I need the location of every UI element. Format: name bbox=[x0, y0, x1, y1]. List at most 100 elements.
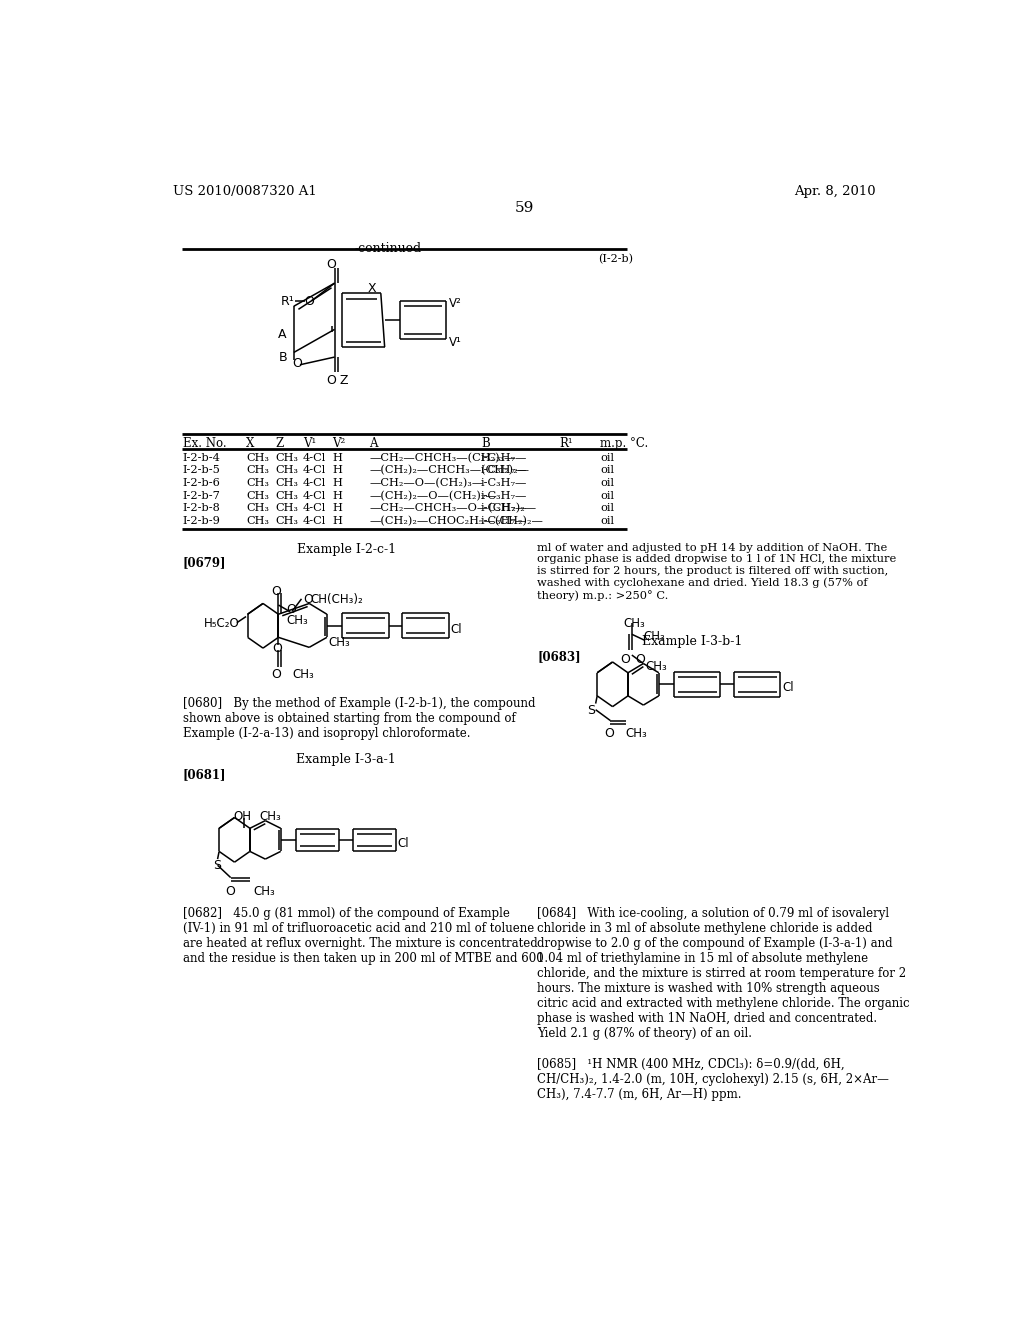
Text: i-C₃H₇—: i-C₃H₇— bbox=[481, 453, 527, 462]
Text: CH₃: CH₃ bbox=[246, 453, 269, 462]
Text: CH₃: CH₃ bbox=[246, 516, 269, 527]
Text: Cl: Cl bbox=[397, 837, 410, 850]
Text: H: H bbox=[333, 516, 342, 527]
Text: CH₃: CH₃ bbox=[275, 491, 298, 500]
Text: I-2-b-5: I-2-b-5 bbox=[183, 465, 221, 475]
Text: CH₃: CH₃ bbox=[246, 465, 269, 475]
Text: B: B bbox=[279, 351, 287, 364]
Text: A: A bbox=[370, 437, 378, 450]
Text: 4-Cl: 4-Cl bbox=[303, 465, 327, 475]
Text: V²: V² bbox=[449, 297, 462, 310]
Text: oil: oil bbox=[600, 491, 614, 500]
Text: 4-Cl: 4-Cl bbox=[303, 503, 327, 513]
Text: i-C₃H₇—: i-C₃H₇— bbox=[481, 516, 527, 527]
Text: oil: oil bbox=[600, 478, 614, 488]
Text: ml of water and adjusted to pH 14 by addition of NaOH. The
organic phase is adde: ml of water and adjusted to pH 14 by add… bbox=[538, 543, 896, 601]
Text: O: O bbox=[272, 642, 283, 655]
Text: S: S bbox=[213, 859, 221, 873]
Text: CH₃: CH₃ bbox=[246, 491, 269, 500]
Text: i-C₃H₇—: i-C₃H₇— bbox=[481, 465, 527, 475]
Text: 4-Cl: 4-Cl bbox=[303, 453, 327, 462]
Text: [0683]: [0683] bbox=[538, 651, 581, 664]
Text: I-2-b-8: I-2-b-8 bbox=[183, 503, 221, 513]
Text: CH₃: CH₃ bbox=[246, 503, 269, 513]
Text: B: B bbox=[481, 437, 489, 450]
Text: O: O bbox=[304, 296, 314, 309]
Text: H: H bbox=[333, 503, 342, 513]
Text: CH₃: CH₃ bbox=[275, 503, 298, 513]
Text: -continued: -continued bbox=[355, 242, 422, 255]
Text: [0685]   ¹H NMR (400 MHz, CDCl₃): δ=0.9/(dd, 6H,
CH/CH₃)₂, 1.4-2.0 (m, 10H, cycl: [0685] ¹H NMR (400 MHz, CDCl₃): δ=0.9/(d… bbox=[538, 1057, 889, 1101]
Text: CH₃: CH₃ bbox=[624, 616, 645, 630]
Text: —(CH₂)₂—CHCH₃—(CH₂)₂—: —(CH₂)₂—CHCH₃—(CH₂)₂— bbox=[370, 465, 529, 475]
Text: CH₃: CH₃ bbox=[643, 630, 666, 643]
Text: Cl: Cl bbox=[451, 623, 462, 636]
Text: O: O bbox=[225, 886, 236, 899]
Text: CH₃: CH₃ bbox=[626, 726, 647, 739]
Text: Example I-3-b-1: Example I-3-b-1 bbox=[642, 635, 742, 648]
Text: CH₃: CH₃ bbox=[259, 810, 281, 822]
Text: 59: 59 bbox=[515, 201, 535, 215]
Text: O: O bbox=[326, 259, 336, 272]
Text: Z: Z bbox=[340, 374, 348, 387]
Text: V¹: V¹ bbox=[449, 335, 462, 348]
Text: Ex. No.: Ex. No. bbox=[183, 437, 226, 450]
Text: O: O bbox=[271, 585, 281, 598]
Text: [0680]   By the method of Example (I-2-b-1), the compound
shown above is obtaine: [0680] By the method of Example (I-2-b-1… bbox=[183, 697, 536, 741]
Text: H: H bbox=[333, 453, 342, 462]
Text: O: O bbox=[326, 374, 336, 387]
Text: 4-Cl: 4-Cl bbox=[303, 478, 327, 488]
Text: CH₃: CH₃ bbox=[275, 453, 298, 462]
Text: S: S bbox=[587, 704, 595, 717]
Text: oil: oil bbox=[600, 465, 614, 475]
Text: I-2-b-9: I-2-b-9 bbox=[183, 516, 221, 527]
Text: i-C₃H₇—: i-C₃H₇— bbox=[481, 478, 527, 488]
Text: [0681]: [0681] bbox=[183, 768, 226, 781]
Text: CH₃: CH₃ bbox=[275, 516, 298, 527]
Text: Cl: Cl bbox=[782, 681, 794, 694]
Text: I-2-b-6: I-2-b-6 bbox=[183, 478, 221, 488]
Text: CH₃: CH₃ bbox=[329, 636, 350, 649]
Text: X: X bbox=[368, 281, 377, 294]
Text: O: O bbox=[286, 603, 296, 616]
Text: i-C₃H₇—: i-C₃H₇— bbox=[481, 503, 527, 513]
Text: CH₃: CH₃ bbox=[254, 886, 275, 899]
Text: (I-2-b): (I-2-b) bbox=[598, 253, 633, 264]
Text: O: O bbox=[621, 653, 630, 665]
Text: oil: oil bbox=[600, 503, 614, 513]
Text: CH₃: CH₃ bbox=[275, 465, 298, 475]
Text: CH₃: CH₃ bbox=[645, 660, 667, 673]
Text: [0684]   With ice-cooling, a solution of 0.79 ml of isovaleryl
chloride in 3 ml : [0684] With ice-cooling, a solution of 0… bbox=[538, 907, 909, 1040]
Text: X: X bbox=[246, 437, 254, 450]
Text: —CH₂—CHCH₃—(CH₂)₃—: —CH₂—CHCH₃—(CH₂)₃— bbox=[370, 453, 516, 463]
Text: I-2-b-4: I-2-b-4 bbox=[183, 453, 221, 462]
Text: Example I-3-a-1: Example I-3-a-1 bbox=[296, 752, 396, 766]
Text: 4-Cl: 4-Cl bbox=[303, 491, 327, 500]
Text: —(CH₂)₂—CHOC₂H₅—(CH₂)₂—: —(CH₂)₂—CHOC₂H₅—(CH₂)₂— bbox=[370, 516, 543, 527]
Text: i-C₃H₇—: i-C₃H₇— bbox=[481, 491, 527, 500]
Text: O: O bbox=[604, 726, 613, 739]
Text: O: O bbox=[292, 358, 302, 370]
Text: Z: Z bbox=[275, 437, 284, 450]
Text: —CH₂—O—(CH₂)₃—: —CH₂—O—(CH₂)₃— bbox=[370, 478, 483, 488]
Text: O: O bbox=[271, 668, 281, 681]
Text: O: O bbox=[303, 593, 313, 606]
Text: I-2-b-7: I-2-b-7 bbox=[183, 491, 221, 500]
Text: CH₃: CH₃ bbox=[292, 668, 314, 681]
Text: CH₃: CH₃ bbox=[286, 614, 308, 627]
Text: [0682]   45.0 g (81 mmol) of the compound of Example
(IV-1) in 91 ml of trifluor: [0682] 45.0 g (81 mmol) of the compound … bbox=[183, 907, 544, 965]
Text: CH₃: CH₃ bbox=[246, 478, 269, 488]
Text: —(CH₂)₂—O—(CH₂)₂—: —(CH₂)₂—O—(CH₂)₂— bbox=[370, 491, 497, 502]
Text: Apr. 8, 2010: Apr. 8, 2010 bbox=[795, 185, 876, 198]
Text: oil: oil bbox=[600, 453, 614, 462]
Text: R¹: R¹ bbox=[559, 437, 573, 450]
Text: V²: V² bbox=[333, 437, 345, 450]
Text: V¹: V¹ bbox=[303, 437, 316, 450]
Text: [0679]: [0679] bbox=[183, 557, 226, 569]
Text: US 2010/0087320 A1: US 2010/0087320 A1 bbox=[173, 185, 316, 198]
Text: OH: OH bbox=[233, 810, 251, 822]
Text: H: H bbox=[333, 491, 342, 500]
Text: R¹: R¹ bbox=[281, 296, 295, 309]
Text: O: O bbox=[636, 653, 645, 665]
Text: A: A bbox=[279, 327, 287, 341]
